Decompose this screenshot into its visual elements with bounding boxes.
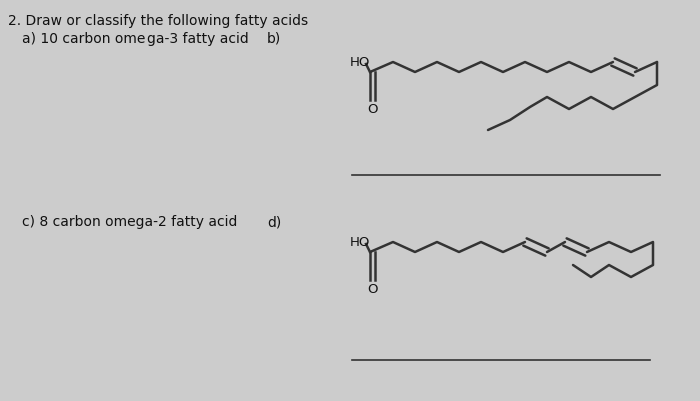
Text: ga-3 fatty acid: ga-3 fatty acid bbox=[147, 32, 248, 46]
Text: b): b) bbox=[267, 32, 281, 46]
Text: O: O bbox=[367, 103, 377, 116]
Text: O: O bbox=[367, 283, 377, 296]
Text: d): d) bbox=[267, 215, 281, 229]
Text: c) 8 carbon omega-2 fatty acid: c) 8 carbon omega-2 fatty acid bbox=[22, 215, 237, 229]
Text: HO: HO bbox=[350, 236, 370, 249]
Text: HO: HO bbox=[350, 56, 370, 69]
Text: 2. Draw or classify the following fatty acids: 2. Draw or classify the following fatty … bbox=[8, 14, 308, 28]
Text: a) 10 carbon ome: a) 10 carbon ome bbox=[22, 32, 146, 46]
